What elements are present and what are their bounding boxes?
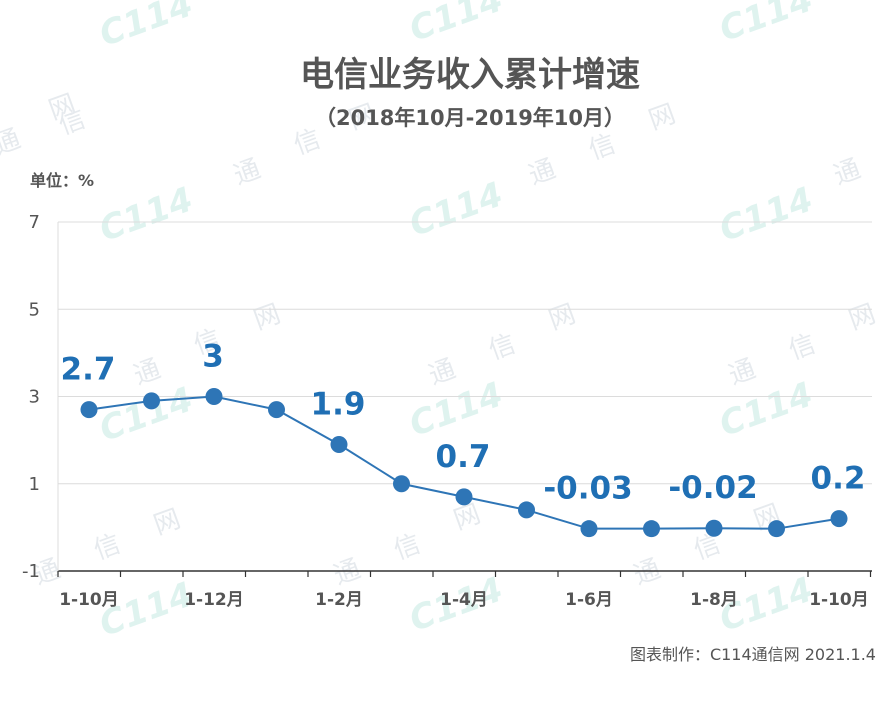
x-tick-label: 1-4月 [440,590,488,610]
watermark-char: 网 [250,299,285,336]
x-tick-label: 1-10月 [809,590,869,610]
watermark-char: 通 [830,154,865,191]
x-tick-labels: 1-10月 1-12月 1-2月 1-4月 1-6月 1-8月 1-10月 [59,590,869,610]
watermark-char: 通 [525,154,560,191]
data-label: 0.7 [436,439,491,475]
watermark-char: 通 [230,154,265,191]
x-tick-label: 1-10月 [59,590,119,610]
watermark-logo: C114 [94,179,198,249]
data-label: -0.03 [543,471,632,507]
data-point [768,520,785,538]
watermark-char: 网 [845,299,880,336]
data-point [518,501,535,519]
data-label: 2.7 [61,352,116,388]
watermark-char: 信 [390,529,425,566]
watermark-logo: C114 [714,179,818,249]
watermark-logo: C114 [94,0,198,55]
data-label: 1.9 [311,386,366,422]
data-point [705,519,723,537]
x-tick-label: 1-2月 [315,590,363,610]
y-tick-label: 5 [29,299,40,320]
watermark-logo: C114 [714,374,818,444]
data-point [80,401,98,419]
watermark-char: 通 [630,554,665,591]
series-line [80,388,848,538]
chart-subtitle: （2018年10月-2019年10月） [315,106,625,130]
y-tick-label: 3 [29,387,40,408]
chart-title: 电信业务收入累计增速 [300,55,640,95]
watermark-char: 通 [425,354,460,391]
watermark-char: 通 [0,124,25,161]
y-tick-label: -1 [22,561,40,582]
watermark-char: 网 [545,299,580,336]
watermark-char: 信 [90,529,125,566]
watermark-char: 通 [725,354,760,391]
data-point [580,520,598,538]
y-tick-label: 7 [29,212,40,233]
data-point [143,392,160,410]
data-label: 0.2 [811,461,866,497]
data-label: 3 [202,339,224,375]
data-point [205,388,223,405]
watermark-logo: C114 [404,0,508,50]
watermark-logo: C114 [94,379,198,449]
gridlines [58,221,872,485]
y-axis: -1 1 3 5 7 [22,212,40,582]
source-credit: 图表制作：C114通信网 2021.1.4 [630,645,876,664]
x-tick-label: 1-8月 [690,590,738,610]
x-tick-label: 1-6月 [565,590,613,610]
data-labels: 2.7 3 1.9 0.7 -0.03 -0.02 0.2 [61,339,866,507]
watermark-char: 信 [485,329,520,366]
watermark-char: 信 [785,329,820,366]
unit-label: 单位：% [30,171,94,190]
data-point [455,488,473,506]
x-tick-label: 1-12月 [184,590,244,610]
data-point [330,435,348,453]
data-label: -0.02 [668,470,757,506]
data-point [393,475,410,493]
x-axis [57,222,872,577]
watermark-char: 网 [150,504,185,541]
watermark-logo: C114 [404,174,508,244]
watermark-char: 信 [585,129,620,166]
watermark-logo: C114 [404,374,508,444]
data-point [643,520,660,538]
watermark-char: 通 [130,354,165,391]
watermark-char: 通 [330,554,365,591]
data-point [268,401,285,419]
data-point [830,510,848,528]
watermark-char: 网 [645,99,680,136]
y-tick-label: 1 [29,474,40,495]
watermark-logo: C114 [714,0,818,50]
